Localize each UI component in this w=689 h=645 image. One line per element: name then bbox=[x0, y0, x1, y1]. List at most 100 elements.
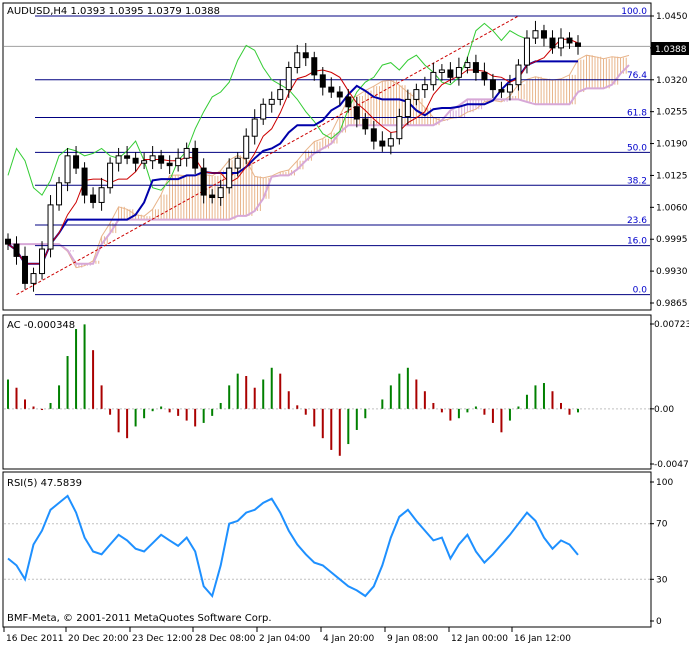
axis-layer: 1.04501.03851.03201.02551.01901.01251.00… bbox=[3, 12, 689, 644]
price-panel[interactable] bbox=[2, 2, 652, 311]
rsi-panel[interactable] bbox=[2, 471, 652, 628]
candle-body bbox=[243, 135, 250, 159]
candle-body bbox=[362, 118, 369, 130]
x-axis-label: 9 Jan 08:00 bbox=[387, 634, 439, 644]
candle-body bbox=[302, 52, 309, 59]
kijun-line bbox=[7, 60, 578, 265]
candle-body bbox=[234, 157, 241, 169]
tenkan-line bbox=[7, 38, 579, 265]
candle-body bbox=[200, 167, 207, 196]
candle-body bbox=[557, 37, 564, 49]
candle-body bbox=[115, 155, 122, 164]
rsi-axis-label: 0 bbox=[656, 617, 662, 627]
ac-panel[interactable] bbox=[2, 314, 652, 470]
candle-body bbox=[549, 37, 556, 49]
x-axis-label: 16 Jan 12:00 bbox=[514, 634, 571, 644]
rsi-line bbox=[7, 494, 579, 599]
price-axis-label: 1.0320 bbox=[656, 76, 688, 86]
candle-body bbox=[311, 57, 318, 76]
candle-body bbox=[498, 89, 505, 93]
fib-trend-line bbox=[16, 15, 519, 296]
candle-body bbox=[64, 155, 71, 184]
fib-level-label: 16.0 bbox=[627, 237, 647, 247]
candle-body bbox=[251, 118, 258, 137]
candle-body bbox=[5, 238, 11, 245]
fib-level-label: 0.0 bbox=[633, 286, 648, 296]
candle-body bbox=[455, 67, 462, 78]
rsi-axis-label: 30 bbox=[656, 575, 668, 585]
candle-body bbox=[413, 89, 420, 100]
candle-body bbox=[515, 64, 522, 86]
candle-body bbox=[107, 162, 114, 189]
fib-level-label: 38.2 bbox=[627, 176, 647, 186]
fib-level-label: 23.6 bbox=[627, 216, 647, 226]
candle-body bbox=[73, 155, 80, 169]
candle-body bbox=[472, 62, 479, 73]
candle-body bbox=[447, 69, 454, 78]
price-axis-label: 1.0450 bbox=[656, 12, 688, 22]
footer-copyright: BMF-Meta, © 2001-2011 MetaQuotes Softwar… bbox=[7, 613, 272, 624]
x-axis-label: 16 Dec 2011 bbox=[6, 634, 64, 644]
candle-body bbox=[47, 204, 54, 250]
candle-body bbox=[387, 138, 394, 147]
candle-body bbox=[464, 62, 471, 69]
candle-body bbox=[98, 187, 105, 203]
price-axis-label: 1.0060 bbox=[656, 203, 688, 213]
x-axis-label: 4 Jan 20:00 bbox=[323, 634, 375, 644]
candle-body bbox=[183, 147, 190, 159]
candle-body bbox=[81, 167, 88, 196]
candle-body bbox=[336, 91, 343, 98]
ac-title: AC -0.000348 bbox=[7, 320, 75, 331]
candle-body bbox=[13, 243, 20, 257]
rsi-layer bbox=[4, 494, 650, 599]
x-axis-label: 2 Jan 04:00 bbox=[259, 634, 311, 644]
candle-body bbox=[56, 182, 63, 206]
x-axis-label: 28 Dec 08:00 bbox=[195, 634, 256, 644]
candle-body bbox=[532, 30, 539, 39]
price-axis-label: 1.0125 bbox=[656, 171, 688, 181]
price-axis-label: 0.9995 bbox=[656, 235, 688, 245]
candle-body bbox=[328, 86, 335, 93]
current-price-label: 1.0388 bbox=[655, 45, 687, 55]
candle-body bbox=[141, 160, 148, 164]
candle-body bbox=[506, 84, 513, 93]
rsi-axis-label: 100 bbox=[656, 478, 673, 488]
candle-body bbox=[149, 155, 156, 162]
chikou-line bbox=[7, 22, 528, 196]
candle-body bbox=[217, 187, 224, 199]
candle-body bbox=[379, 140, 386, 147]
candle-body bbox=[421, 84, 428, 91]
candle-body bbox=[285, 67, 292, 91]
candle-body bbox=[489, 79, 496, 91]
candle-body bbox=[277, 89, 284, 100]
candle-body bbox=[132, 157, 139, 164]
price-axis-label: 0.9930 bbox=[656, 267, 688, 277]
candle-body bbox=[268, 98, 275, 105]
current-price-box bbox=[651, 42, 689, 55]
candle-body bbox=[209, 194, 216, 199]
price-axis-label: 1.0190 bbox=[656, 140, 688, 150]
x-axis-label: 20 Dec 20:00 bbox=[68, 634, 129, 644]
candle-body bbox=[430, 71, 437, 86]
senkou-b-line bbox=[8, 64, 630, 265]
price-axis-label: 1.0255 bbox=[656, 108, 688, 118]
candle-body bbox=[192, 147, 199, 169]
candle-body bbox=[158, 155, 165, 164]
candle-body bbox=[370, 128, 377, 142]
candle-body bbox=[353, 106, 360, 120]
ac-axis-label: -0.00470 bbox=[654, 460, 689, 470]
candle-body bbox=[481, 71, 488, 81]
ac-layer bbox=[4, 324, 650, 456]
candle-body bbox=[166, 162, 173, 167]
ac-axis-label: 0.00723 bbox=[654, 320, 689, 330]
fib-level-label: 76.4 bbox=[627, 71, 647, 81]
fib-level-label: 50.0 bbox=[627, 143, 647, 153]
candle-body bbox=[523, 37, 530, 66]
candle-body bbox=[175, 157, 182, 167]
ac-axis-label: 0.00 bbox=[654, 405, 674, 415]
candle-body bbox=[396, 116, 403, 140]
candle-body bbox=[566, 37, 573, 44]
rsi-axis-label: 70 bbox=[656, 520, 668, 530]
candle-body bbox=[438, 69, 445, 73]
